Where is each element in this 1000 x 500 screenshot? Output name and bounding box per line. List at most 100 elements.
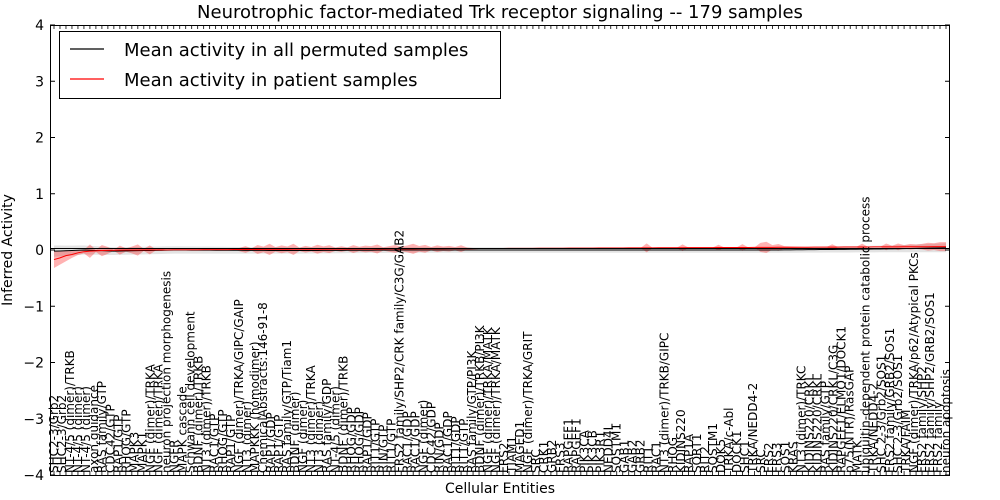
x-tick-label: BDNF (dimer)/TRKB xyxy=(336,356,350,473)
x-tick-label: DOK5 xyxy=(714,439,728,473)
x-tick-label: Schwann cell development xyxy=(184,311,198,473)
chart-title: Neurotrophic factor-mediated Trk recepto… xyxy=(197,2,803,23)
y-tick-label: 3 xyxy=(35,74,44,90)
x-tick-label: SHC1 xyxy=(738,440,752,473)
x-tick-label: RAC1/GTP xyxy=(208,414,222,473)
x-tick-label: RAS family/GDP xyxy=(320,379,334,473)
x-tick-label: NGFR xyxy=(168,439,182,473)
x-tick-label: NEDD4L xyxy=(601,423,615,473)
x-tick-label: TRKA/c-Abl xyxy=(722,408,736,474)
x-tick-label: RAS family/GTP xyxy=(95,381,109,473)
x-tick-label: RAPGEF1 xyxy=(561,418,575,473)
x-tick-label: NGF (dimer)/TRKA/GRIT xyxy=(521,331,535,473)
y-tick-label: 2 xyxy=(35,131,44,147)
x-tick-label: MAPK1 xyxy=(135,432,149,473)
x-tick-label: NT-4/5 (dimer) xyxy=(71,386,85,473)
x-tick-label: NGF (dimer)/TRKA/p62/Atypical PKCs xyxy=(907,252,921,473)
x-tick-label: TRKA/FAIM xyxy=(899,410,913,474)
x-tick-label: KIDINS220/CRKL/C3G xyxy=(827,345,841,473)
x-tick-label: NT3 (dimer)/TRKB/GIPC xyxy=(658,333,672,473)
x-tick-label: RIT1 xyxy=(642,446,656,473)
y-tick-label: −2 xyxy=(23,356,44,372)
x-tick-label: ChemicalAbstracts:146-91-8 xyxy=(256,302,270,473)
x-tick-label: RAPGEF1/ELMO1/DOCK1 xyxy=(835,326,849,473)
x-tick-label: RAP1/GDP xyxy=(264,412,278,473)
x-tick-label: RAP1/GTP xyxy=(272,415,286,473)
x-tick-label: RAC1 xyxy=(650,441,664,473)
x-tick-label: RAPGEF1 xyxy=(569,418,583,473)
x-tick-label: SQSTM1 xyxy=(610,423,624,473)
x-tick-label: p75(NTR)/RasGAP xyxy=(843,366,857,473)
x-tick-label: MAPKKK (homodimer) xyxy=(248,341,262,473)
x-tick-label: RIT2 xyxy=(698,446,712,473)
x-tick-label: RIN/GDP xyxy=(433,422,447,473)
x-tick-label: NT3 (dimer)/TRKA xyxy=(304,365,318,473)
x-tick-label: RHOG/GDP xyxy=(352,407,366,473)
x-tick-label: PIK3R1 xyxy=(593,431,607,473)
x-tick-label: SHC2-3/Grb2 xyxy=(55,395,69,473)
x-tick-label: RAP1/GDP xyxy=(360,412,374,473)
x-tick-label: RHOG/GDP xyxy=(344,407,358,473)
x-tick-label: RIT1/GTP xyxy=(457,419,471,473)
x-tick-label: GRB2 xyxy=(634,439,648,473)
x-tick-label: FRS2 family/GRB2/SOS1 xyxy=(883,328,897,473)
x-tick-label: BDNF (dimer) xyxy=(288,392,302,474)
x-tick-label: TRKA/NEDD4-2 xyxy=(746,383,760,474)
x-tick-label: neuron apoptosis xyxy=(939,369,953,473)
x-tick-label: NT3 (dimer) xyxy=(312,401,326,473)
x-tick-label: SHC 2-3/Grb2/SOS1 xyxy=(891,355,905,473)
y-tick-label: 0 xyxy=(35,243,44,259)
x-tick-label: RIN/GTP xyxy=(376,425,390,473)
x-tick-label: KIDINS220/CRKL xyxy=(802,374,816,473)
x-tick-label: FRS2 family/SHP2/GRB2/SOS1 xyxy=(923,292,937,473)
x-tick-label: NGF (dimer)/TRKA/MATK xyxy=(481,326,495,473)
x-tick-label: SRC xyxy=(754,449,768,473)
x-tick-label: NT3 (dimer)/TRKC xyxy=(794,366,808,473)
x-tick-label: RAC1/GDP xyxy=(441,411,455,473)
x-tick-label: FRS2 family xyxy=(931,402,945,473)
y-axis-label: Inferred Activity xyxy=(0,194,16,306)
x-tick-label: MAPK3 xyxy=(127,432,141,473)
x-tick-label: CDC42/GDP xyxy=(425,402,439,473)
x-tick-label: CDC42/GTP xyxy=(103,404,117,473)
x-tick-label: FRS2 family/SHP2 xyxy=(915,366,929,473)
x-tick-label: NT3 (dimer)/TRKB xyxy=(200,365,214,473)
x-tick-label: FRS2 xyxy=(762,443,776,474)
x-tick-label: NGF (dimer) xyxy=(417,400,431,473)
x-tick-label: PIK3CB xyxy=(585,430,599,473)
legend-box xyxy=(59,31,501,99)
x-tick-label: RAP1A xyxy=(682,433,696,473)
x-tick-label: NGF (dimer)/TRKA xyxy=(143,363,157,473)
x-tick-label: RAC1/GDP xyxy=(409,411,423,473)
x-tick-label: FRS2 xyxy=(497,443,511,474)
x-tick-label: RAC1/GDP xyxy=(401,411,415,473)
x-tick-label: SHC 2-3/Grb2/SOS1 xyxy=(875,355,889,473)
x-tick-label: MAPK cascade xyxy=(176,386,190,473)
x-tick-label: RHOG xyxy=(666,437,680,473)
x-tick-label: MATK xyxy=(851,439,865,473)
x-tick-label: GAB1 xyxy=(618,440,632,473)
x-tick-label: GRB2 xyxy=(545,439,559,473)
x-tick-label: SOS1 xyxy=(778,441,792,473)
x-tick-label: KIDINS220/CRKL xyxy=(810,374,824,473)
x-tick-label: RAS family/GTP xyxy=(818,381,832,473)
x-tick-label: RIT1/GTP xyxy=(368,419,382,473)
x-tick-label: FRS2 family/SHP2/CRK family/C3G/GAB2 xyxy=(393,230,407,473)
x-axis-label: Cellular Entities xyxy=(445,481,555,497)
x-axis-ticks xyxy=(53,25,947,475)
x-tick-label: BDNF (dimer)/TRKB/PI3K xyxy=(473,324,487,473)
x-tick-label: NGF (dimer)/TRKA/GIPC/GAIP xyxy=(232,299,246,473)
x-tick-label: NGF (dimer)/TRKA/MATK xyxy=(489,326,503,473)
x-tick-label: NGF (dimer)/TRKA xyxy=(151,363,165,473)
legend-label-permuted: Mean activity in all permuted samples xyxy=(124,40,468,61)
x-tick-label: NT3 (dimer) xyxy=(240,401,254,473)
y-tick-label: 4 xyxy=(35,18,44,34)
x-tick-label: RAS family/GTP/PI3K xyxy=(465,350,479,473)
x-tick-label: FRS3 xyxy=(770,443,784,474)
y-tick-label: −4 xyxy=(23,468,44,484)
x-tick-label: DOCK1 xyxy=(730,430,744,473)
x-tick-label: RIT1/GTP xyxy=(385,419,399,473)
x-tick-label: NT-4/5 (dimer)/TRKB xyxy=(63,350,77,473)
y-tick-label: −1 xyxy=(23,299,44,315)
